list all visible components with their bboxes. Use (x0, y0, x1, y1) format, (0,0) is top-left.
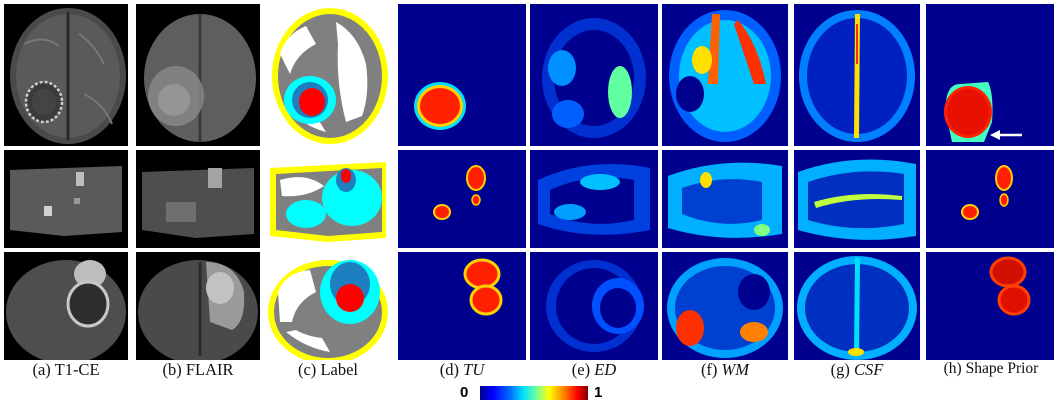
panel-a-row3-t1ce-image (4, 252, 128, 360)
caption-h: (h) Shape Prior (926, 360, 1056, 378)
caption-f: (f) WM (662, 360, 788, 380)
panel-f-row1-wm-map (662, 4, 788, 146)
caption-e-text: ED (594, 360, 617, 379)
caption-c-text: Label (320, 360, 358, 379)
caption-b-prefix: (b) (162, 360, 182, 379)
caption-g: (g) CSF (794, 360, 920, 380)
panel-f-row2-wm-map (662, 150, 788, 248)
caption-b-text: FLAIR (185, 360, 234, 379)
panel-c-row1-label-image (266, 4, 390, 146)
caption-g-prefix: (g) (830, 360, 850, 379)
panel-a-row1-t1ce-image (4, 4, 128, 146)
panel-b-row1-flair-image (136, 4, 260, 146)
panel-c-row3-label-image (266, 252, 390, 360)
panel-c-row2-label-image (266, 150, 390, 248)
caption-c-prefix: (c) (297, 360, 317, 379)
panel-g-row2-csf-map (794, 150, 920, 248)
caption-d-text: TU (463, 360, 485, 379)
panel-h-row3-shape-prior-map (926, 252, 1054, 360)
caption-b: (b) FLAIR (136, 360, 260, 380)
panel-e-row2-ed-map (530, 150, 658, 248)
arrow-icon (990, 130, 1022, 140)
panel-e-row3-ed-map (530, 252, 658, 360)
panel-d-row3-tu-map (398, 252, 526, 360)
panel-d-row1-tu-map (398, 4, 526, 146)
colorbar-min-label: 0 (460, 384, 469, 401)
caption-e: (e) ED (530, 360, 658, 380)
caption-f-prefix: (f) (700, 360, 718, 379)
caption-c: (c) Label (266, 360, 390, 380)
colorbar: 0 1 (458, 384, 608, 404)
caption-h-prefix: (h) (943, 360, 962, 377)
panel-h-row2-shape-prior-map (926, 150, 1054, 248)
panel-e-row1-ed-map (530, 4, 658, 146)
panel-d-row2-tu-map (398, 150, 526, 248)
caption-a: (a) T1-CE (4, 360, 128, 380)
colorbar-max-label: 1 (594, 384, 603, 401)
caption-d-prefix: (d) (439, 360, 460, 379)
caption-h-text: Shape Prior (965, 360, 1039, 377)
panel-h-row1-shape-prior-map (926, 4, 1054, 146)
caption-e-prefix: (e) (571, 360, 591, 379)
caption-a-text: T1-CE (54, 360, 100, 379)
caption-g-text: CSF (854, 360, 884, 379)
panel-g-row3-csf-map (794, 252, 920, 360)
panel-g-row1-csf-map (794, 4, 920, 146)
figure-grid (4, 4, 1054, 360)
panel-b-row3-flair-image (136, 252, 260, 360)
panel-b-row2-flair-image (136, 150, 260, 248)
caption-f-text: WM (721, 360, 750, 379)
caption-a-prefix: (a) (32, 360, 51, 379)
caption-d: (d) TU (398, 360, 526, 380)
panel-a-row2-t1ce-image (4, 150, 128, 248)
panel-f-row3-wm-map (662, 252, 788, 360)
colorbar-gradient (480, 386, 588, 400)
